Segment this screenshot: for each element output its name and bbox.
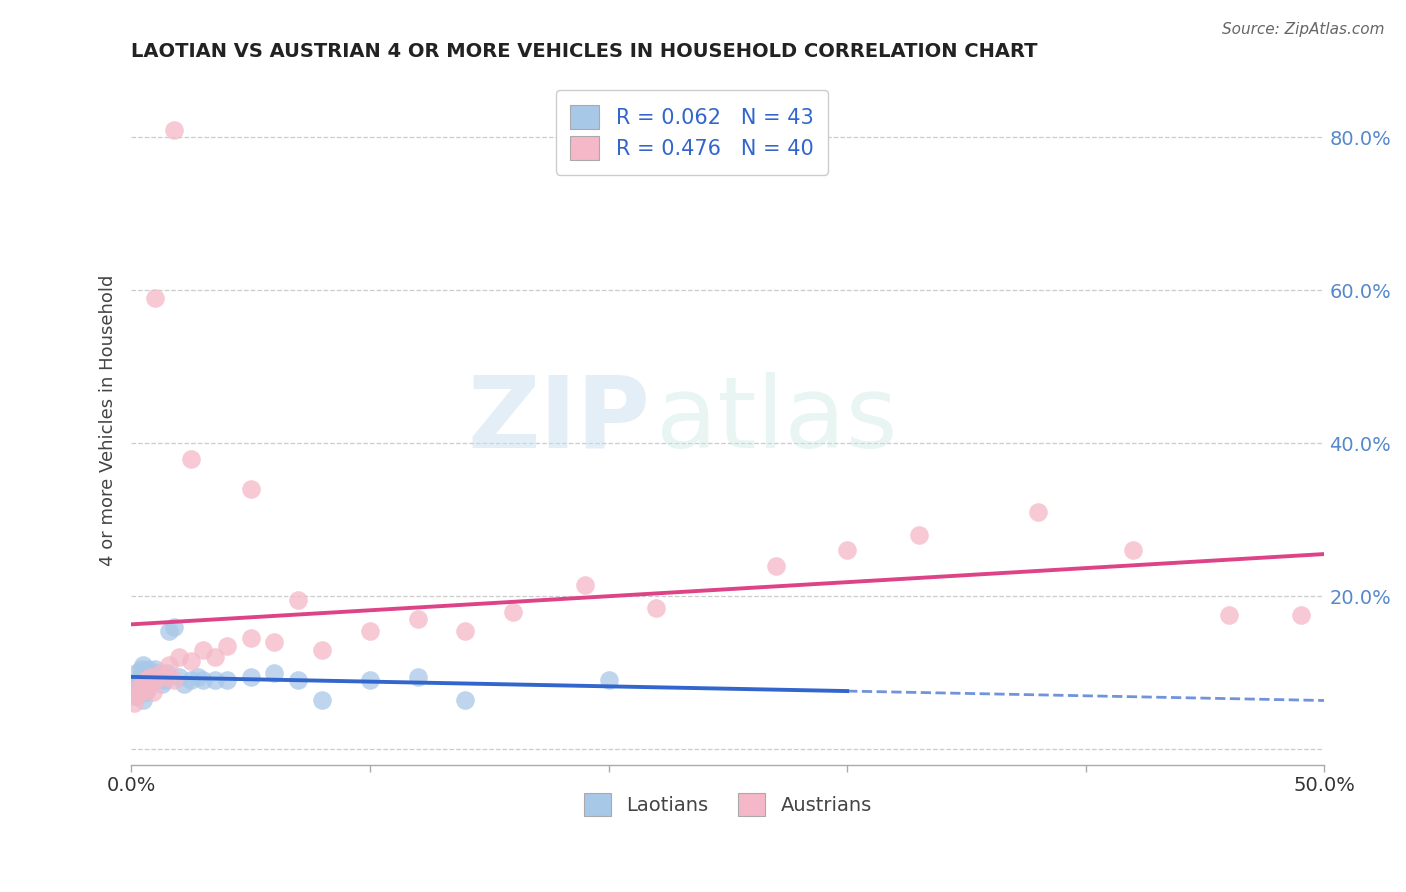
Point [502, 605, 524, 619]
Point [359, 624, 381, 638]
Point [143, 291, 166, 305]
Point [159, 658, 181, 673]
Point [149, 665, 172, 680]
Point [163, 673, 186, 688]
Point [204, 650, 226, 665]
Point [139, 665, 162, 680]
Point [311, 642, 333, 657]
Point [163, 122, 186, 136]
Point [837, 543, 859, 558]
Point [156, 665, 179, 680]
Point [180, 451, 202, 466]
Point [163, 620, 186, 634]
Point [406, 612, 429, 626]
Point [143, 673, 166, 688]
Point [215, 673, 238, 688]
Point [125, 689, 148, 703]
Point [136, 677, 159, 691]
Point [127, 685, 149, 699]
Point [135, 673, 157, 688]
Text: atlas: atlas [657, 372, 898, 469]
Point [1026, 505, 1049, 519]
Point [132, 692, 155, 706]
Point [173, 677, 195, 691]
Point [127, 673, 149, 688]
Point [574, 578, 596, 592]
Point [454, 624, 477, 638]
Point [1289, 608, 1312, 623]
Text: Source: ZipAtlas.com: Source: ZipAtlas.com [1222, 22, 1385, 37]
Point [454, 692, 477, 706]
Point [149, 669, 172, 683]
Point [122, 696, 145, 710]
Point [153, 669, 176, 683]
Point [239, 632, 262, 646]
Legend: Laotians, Austrians: Laotians, Austrians [576, 786, 880, 823]
Text: LAOTIAN VS AUSTRIAN 4 OR MORE VEHICLES IN HOUSEHOLD CORRELATION CHART: LAOTIAN VS AUSTRIAN 4 OR MORE VEHICLES I… [131, 42, 1038, 61]
Point [311, 692, 333, 706]
Point [139, 669, 162, 683]
Point [122, 689, 145, 703]
Point [239, 669, 262, 683]
Point [159, 624, 181, 638]
Point [406, 669, 429, 683]
Point [191, 642, 214, 657]
Point [142, 669, 165, 683]
Point [127, 681, 149, 695]
Point [239, 482, 262, 496]
Point [142, 685, 165, 699]
Point [765, 558, 787, 573]
Point [598, 673, 620, 688]
Point [191, 673, 214, 688]
Point [135, 673, 157, 688]
Point [129, 662, 152, 676]
Point [136, 662, 159, 676]
Point [125, 685, 148, 699]
Point [125, 665, 148, 680]
Text: ZIP: ZIP [467, 372, 650, 469]
Point [287, 593, 309, 607]
Point [645, 600, 668, 615]
Point [132, 681, 155, 695]
Point [143, 662, 166, 676]
Point [135, 669, 157, 683]
Point [187, 669, 209, 683]
Point [132, 658, 155, 673]
Point [129, 669, 152, 683]
Point [287, 673, 309, 688]
Point [139, 673, 162, 688]
Point [150, 677, 173, 691]
Point [180, 673, 202, 688]
Point [153, 673, 176, 688]
Point [122, 677, 145, 691]
Point [146, 665, 169, 680]
Point [215, 639, 238, 653]
Point [167, 650, 190, 665]
Y-axis label: 4 or more Vehicles in Household: 4 or more Vehicles in Household [100, 275, 117, 566]
Point [263, 635, 285, 649]
Point [132, 677, 155, 691]
Point [143, 673, 166, 688]
Point [167, 669, 190, 683]
Point [136, 681, 159, 695]
Point [135, 685, 157, 699]
Point [359, 673, 381, 688]
Point [263, 665, 285, 680]
Point [180, 654, 202, 668]
Point [907, 528, 929, 542]
Point [204, 673, 226, 688]
Point [1122, 543, 1144, 558]
Point [129, 685, 152, 699]
Point [1218, 608, 1240, 623]
